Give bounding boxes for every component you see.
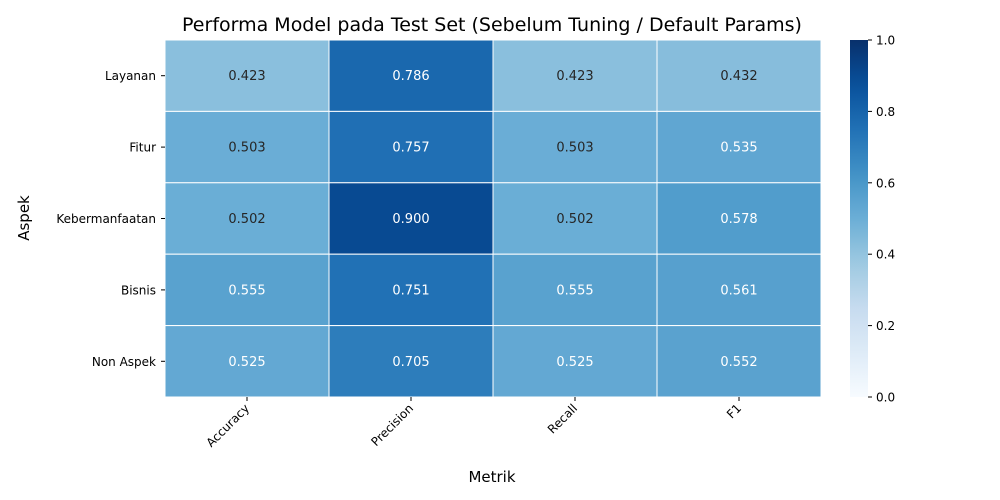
cell-value-label-3-0: 0.555 — [228, 283, 265, 298]
cell-value-label-0-2: 0.423 — [556, 69, 593, 84]
cell-value-label-1-3: 0.535 — [720, 141, 757, 156]
heatmap-cell-0-3 — [656, 39, 822, 112]
heatmap-cell-0-0 — [164, 39, 330, 112]
x-axis-ticks: Accuracy Precision Recall F1 — [203, 397, 744, 450]
heatmap-cell-1-0 — [164, 110, 330, 184]
heatmap-cell-1-1 — [328, 110, 494, 184]
heatmap-cell-1-3 — [656, 110, 822, 184]
heatmap-cell-4-3 — [656, 325, 822, 398]
colorbar-tick-label-5: 1.0 — [876, 34, 895, 48]
colorbar-tick-label-3: 0.6 — [876, 176, 895, 190]
colorbar-tick-label-1: 0.2 — [876, 319, 895, 333]
heatmap-cell-4-1 — [328, 325, 494, 398]
colorbar: 0.0 0.2 0.4 0.6 0.8 1.0 — [850, 34, 895, 405]
heatmap-cell-2-3 — [656, 182, 822, 255]
cell-value-label-0-1: 0.786 — [392, 69, 429, 84]
y-axis-label: Aspek — [15, 195, 33, 241]
x-tick-label-3: F1 — [724, 401, 744, 421]
colorbar-tick-label-2: 0.4 — [876, 248, 895, 262]
cell-value-label-2-2: 0.502 — [556, 212, 593, 227]
x-axis-label: Metrik — [468, 468, 515, 486]
heatmap-cell-3-3 — [656, 253, 822, 327]
heatmap-cell-4-2 — [492, 325, 658, 398]
cell-value-label-4-2: 0.525 — [556, 355, 593, 370]
colorbar-gradient — [850, 40, 868, 397]
y-tick-label-0: Layanan — [105, 69, 156, 83]
chart-title: Performa Model pada Test Set (Sebelum Tu… — [182, 14, 802, 36]
heatmap-cell-2-1 — [328, 182, 494, 255]
x-tick-label-0: Accuracy — [203, 401, 252, 450]
cell-value-label-3-2: 0.555 — [556, 283, 593, 298]
cell-value-label-3-3: 0.561 — [720, 283, 757, 298]
y-tick-label-4: Non Aspek — [92, 355, 156, 369]
heatmap-cell-0-1 — [328, 39, 494, 112]
heatmap-cell-0-2 — [492, 39, 658, 112]
heatmap-cell-4-0 — [164, 325, 330, 398]
heatmap-cells: 0.423 0.786 0.423 0.432 0.503 0.757 0.503 0.535… — [164, 39, 822, 398]
cell-value-label-0-3: 0.432 — [720, 69, 757, 84]
cell-value-label-1-0: 0.503 — [228, 141, 265, 156]
y-tick-label-3: Bisnis — [121, 283, 156, 297]
cell-value-label-1-2: 0.503 — [556, 141, 593, 156]
cell-value-label-0-0: 0.423 — [228, 69, 265, 84]
y-tick-label-1: Fitur — [129, 141, 156, 155]
cell-value-label-4-3: 0.552 — [720, 355, 757, 370]
cell-value-label-1-1: 0.757 — [392, 141, 429, 156]
y-tick-label-2: Kebermanfaatan — [56, 212, 156, 226]
heatmap-cell-3-1 — [328, 253, 494, 327]
colorbar-tick-label-0: 0.0 — [876, 391, 895, 405]
cell-value-label-3-1: 0.751 — [392, 283, 429, 298]
cell-value-label-2-3: 0.578 — [720, 212, 757, 227]
cell-value-label-2-0: 0.502 — [228, 212, 265, 227]
x-tick-label-1: Precision — [368, 401, 416, 449]
heatmap-cell-3-2 — [492, 253, 658, 327]
x-tick-label-2: Recall — [545, 401, 580, 436]
heatmap-cell-3-0 — [164, 253, 330, 327]
cell-value-label-4-0: 0.525 — [228, 355, 265, 370]
y-axis-ticks: Layanan Fitur Kebermanfaatan Bisnis Non Aspe… — [56, 69, 165, 369]
cell-value-label-4-1: 0.705 — [392, 355, 429, 370]
cell-value-label-2-1: 0.900 — [392, 212, 429, 227]
colorbar-tick-label-4: 0.8 — [876, 105, 895, 119]
